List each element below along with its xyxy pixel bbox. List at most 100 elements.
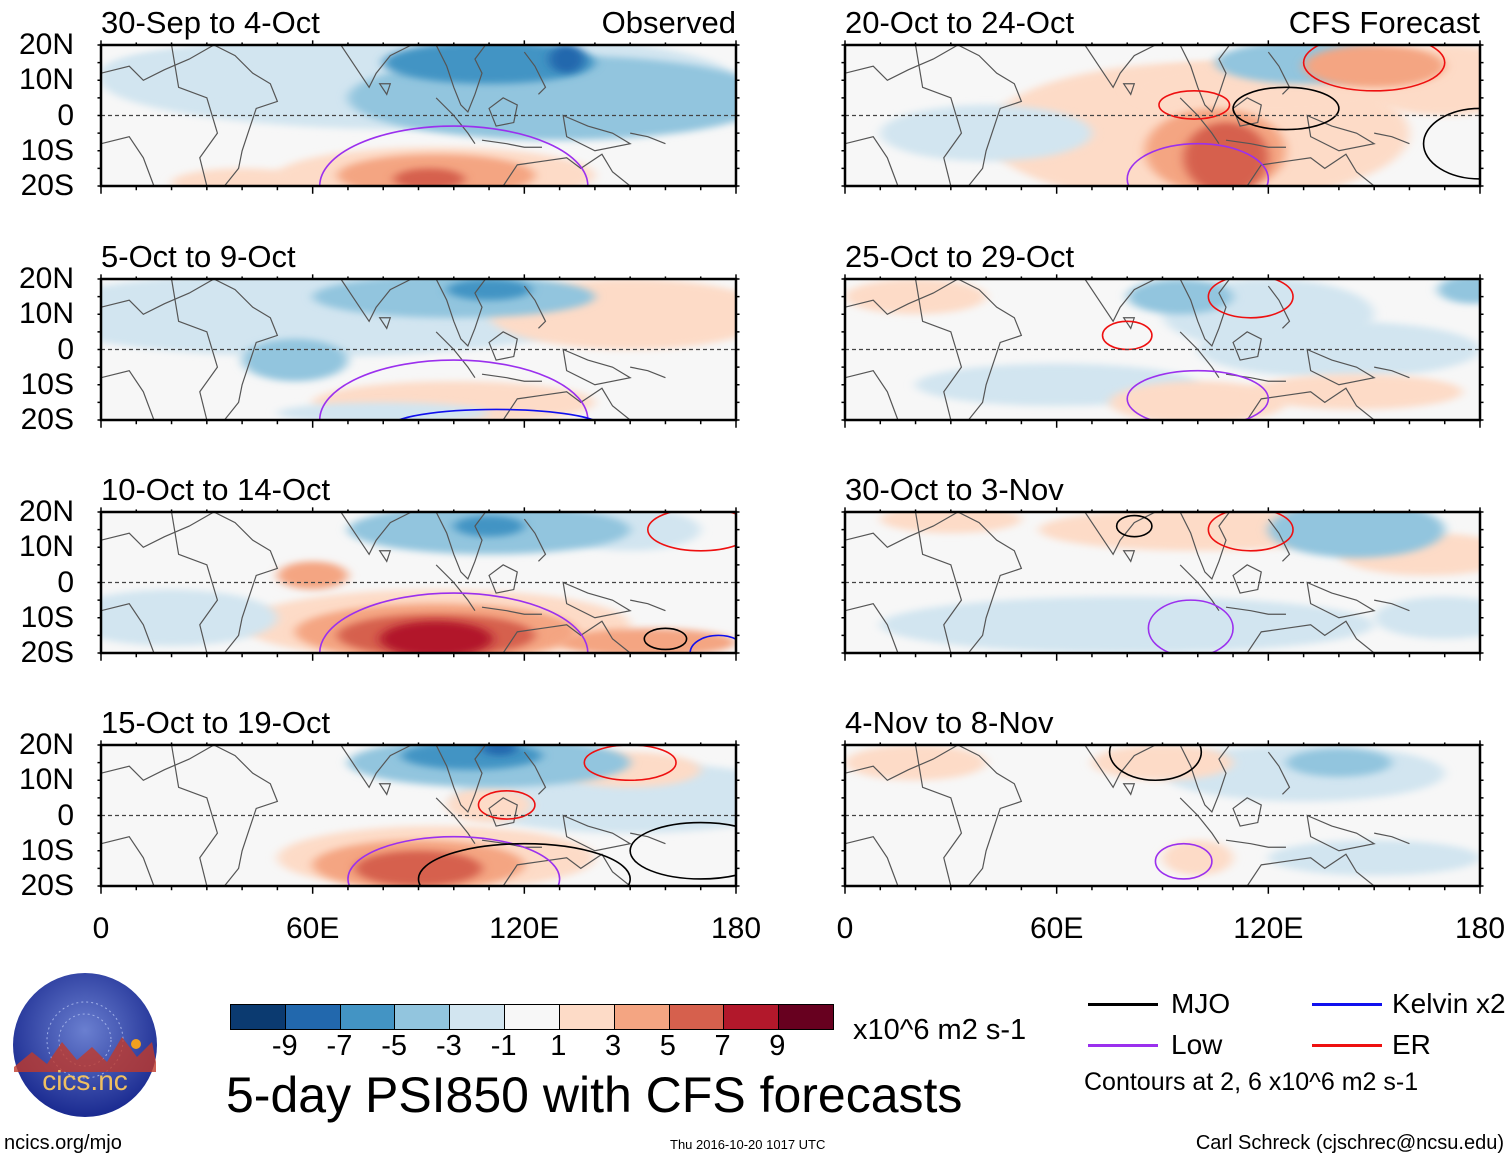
y-tick-label: 10S <box>20 367 74 401</box>
coastline <box>563 350 630 385</box>
coastline <box>1247 388 1374 420</box>
positive-anomaly <box>1109 381 1286 420</box>
coastline <box>101 745 277 886</box>
coastline <box>845 371 898 420</box>
y-tick-label: 0 <box>57 798 74 832</box>
colorbar-label: -9 <box>271 1030 298 1062</box>
legend-line-er <box>1312 1044 1382 1047</box>
negative-anomaly <box>1285 748 1392 777</box>
coastline <box>1226 840 1286 847</box>
negative-anomaly <box>383 45 595 84</box>
colorbar-label: 7 <box>714 1030 731 1062</box>
colorbar <box>230 1004 834 1030</box>
panel-tag: CFS Forecast <box>1288 5 1480 40</box>
colorbar-swatch <box>340 1005 396 1029</box>
er-contour <box>648 508 754 550</box>
positive-anomaly <box>880 512 1022 534</box>
coastline <box>630 133 665 144</box>
y-tick-label: 20N <box>18 728 74 761</box>
coastline <box>101 371 154 420</box>
coastline <box>1268 519 1289 561</box>
coastline <box>1307 816 1374 851</box>
coastline <box>489 98 517 126</box>
positive-anomaly <box>1162 840 1234 876</box>
coastline <box>101 279 277 420</box>
positive-anomaly <box>845 745 987 781</box>
panel-title: 15-Oct to 19-Oct <box>101 705 331 740</box>
coastline <box>436 45 485 112</box>
legend-line-low <box>1088 1044 1158 1047</box>
footer-url[interactable]: ncics.org/mjo <box>4 1132 122 1154</box>
coastline <box>1226 607 1286 614</box>
y-tick-label: 10S <box>20 833 74 867</box>
negative-anomaly <box>482 745 518 756</box>
coastline <box>630 367 665 378</box>
coastline <box>1374 600 1409 611</box>
colorbar-swatch <box>779 1005 833 1029</box>
x-tick-label: 0 <box>92 912 110 945</box>
coastline <box>1180 512 1229 579</box>
negative-anomaly <box>101 589 278 646</box>
low-contour <box>1155 844 1211 879</box>
negative-anomaly <box>277 402 490 420</box>
coastline <box>341 512 412 554</box>
coastline <box>1374 367 1409 378</box>
y-tick-label: 20S <box>20 636 74 669</box>
negative-anomaly <box>549 45 585 74</box>
x-tick-label: 180 <box>1454 912 1506 945</box>
coastline <box>489 565 517 593</box>
coastline <box>1233 332 1261 360</box>
panel-title: 30-Sep to 4-Oct <box>101 5 320 40</box>
coastline <box>172 512 218 653</box>
coastline <box>1085 512 1156 554</box>
colorbar-swatch <box>724 1005 780 1029</box>
coastline <box>916 279 962 420</box>
coastline <box>1085 745 1156 787</box>
panel-tag: Observed <box>601 5 736 40</box>
coastline <box>524 752 545 794</box>
coastline <box>845 604 898 653</box>
negative-anomaly <box>312 279 595 318</box>
mjo-contour <box>644 628 686 649</box>
coastline <box>845 137 898 186</box>
positive-anomaly <box>1303 45 1445 88</box>
coastline <box>1233 565 1261 593</box>
y-tick-label: 10N <box>18 63 74 97</box>
x-tick-label: 120E <box>1233 912 1304 945</box>
colorbar-label: -7 <box>326 1030 353 1062</box>
colorbar-swatch <box>669 1005 725 1029</box>
y-tick-label: 20S <box>20 869 74 902</box>
y-tick-label: 20S <box>20 169 74 202</box>
low-contour <box>320 593 588 713</box>
coastline <box>101 837 154 886</box>
y-tick-label: 20S <box>20 403 74 436</box>
x-tick-label: 0 <box>836 912 854 945</box>
coastline <box>482 140 542 147</box>
coastline <box>1180 98 1219 144</box>
colorbar-swatch <box>231 1005 286 1029</box>
er-contour <box>1208 275 1293 317</box>
coastline <box>1180 332 1219 378</box>
coastline <box>101 137 154 186</box>
negative-anomaly <box>1374 596 1480 639</box>
negative-anomaly <box>101 52 243 95</box>
mjo-contour <box>1110 724 1202 780</box>
coastline <box>172 745 218 886</box>
low-contour <box>1148 600 1233 656</box>
y-tick-label: 20N <box>18 28 74 61</box>
coastline <box>436 565 475 611</box>
positive-anomaly <box>393 168 465 186</box>
coastline <box>436 512 485 579</box>
colorbar-swatch <box>614 1005 670 1029</box>
legend-label-er: ER <box>1392 1029 1431 1060</box>
mjo-contour <box>419 844 631 915</box>
er-contour <box>478 791 534 819</box>
coastline <box>380 318 391 329</box>
coastline <box>489 798 517 826</box>
map-panel <box>101 45 736 186</box>
coastline <box>524 519 545 561</box>
low-contour <box>1127 144 1268 215</box>
coastline <box>101 604 154 653</box>
coastline <box>380 784 391 795</box>
kelvin-contour <box>690 635 746 670</box>
